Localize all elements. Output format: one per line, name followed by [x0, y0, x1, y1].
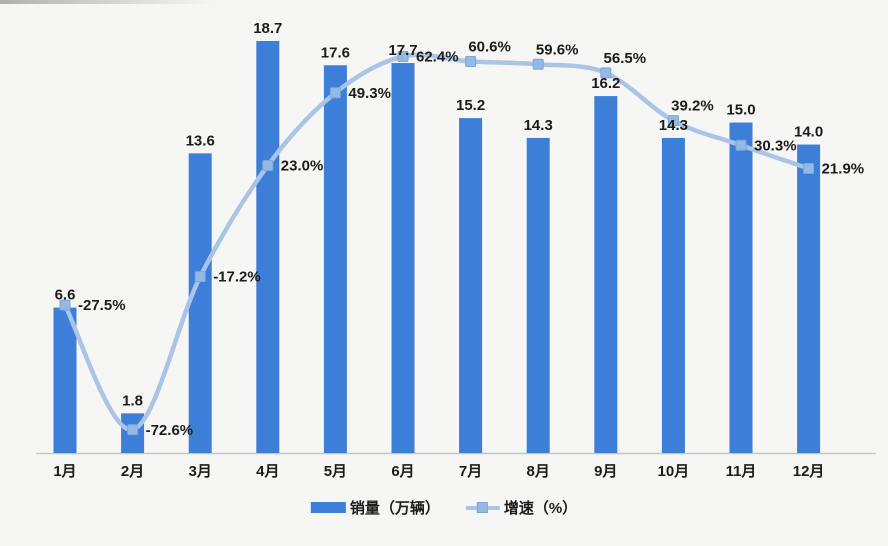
- x-axis-tick-label: 11月: [726, 463, 757, 480]
- growth-value-label: 30.3%: [754, 137, 797, 154]
- bar: [594, 96, 618, 453]
- chart-legend: 销量（万辆） 增速（%）: [310, 497, 578, 518]
- x-axis-tick-label: 7月: [459, 463, 482, 480]
- bar: [391, 63, 415, 453]
- bar: [526, 137, 550, 453]
- line-marker: [329, 87, 341, 99]
- line-marker: [397, 51, 409, 63]
- line-marker: [465, 56, 477, 68]
- x-axis-tick-label: 10月: [658, 463, 690, 480]
- bar: [188, 153, 212, 453]
- bar: [459, 118, 483, 453]
- legend-item-sales: 销量（万辆）: [310, 497, 440, 518]
- bar: [729, 122, 753, 453]
- bar-value-label: 14.0: [794, 124, 823, 141]
- growth-value-label: 56.5%: [604, 50, 647, 67]
- growth-value-label: -17.2%: [213, 269, 261, 286]
- bar: [53, 307, 77, 453]
- growth-value-label: 60.6%: [468, 39, 511, 56]
- growth-value-label: 62.4%: [416, 49, 459, 66]
- bar-value-label: 14.3: [659, 117, 688, 134]
- bar-value-label: 14.3: [524, 117, 553, 134]
- x-axis-tick-label: 3月: [189, 463, 212, 480]
- line-marker: [667, 115, 679, 127]
- bar: [661, 137, 685, 453]
- legend-marker-icon: [476, 502, 488, 513]
- x-axis-tick-label: 1月: [53, 463, 76, 480]
- growth-value-label: -27.5%: [78, 297, 126, 314]
- legend-label-growth: 增速（%）: [503, 500, 578, 517]
- growth-value-label: 21.9%: [822, 161, 865, 178]
- growth-value-label: 49.3%: [348, 85, 391, 102]
- scan-artifact: [0, 0, 215, 4]
- bar-value-label: 1.8: [122, 392, 143, 409]
- growth-value-label: 23.0%: [281, 157, 324, 174]
- bar-value-label: 13.6: [186, 132, 215, 149]
- x-axis-tick-label: 6月: [391, 463, 414, 480]
- line-marker: [59, 299, 71, 311]
- line-marker: [262, 159, 274, 171]
- growth-value-label: 59.6%: [536, 41, 579, 58]
- bar-value-label: 6.6: [55, 287, 76, 304]
- x-axis-tick-label: 8月: [527, 463, 550, 480]
- bar-series-swatch-icon: [310, 502, 346, 513]
- bar-value-label: 17.7: [388, 42, 417, 59]
- legend-item-growth: 增速（%）: [465, 497, 578, 518]
- bar: [797, 144, 821, 453]
- line-marker: [803, 163, 815, 175]
- bar: [256, 41, 280, 453]
- bar-value-label: 15.2: [456, 97, 485, 114]
- x-axis-tick-label: 5月: [324, 463, 347, 480]
- bar-value-label: 18.7: [253, 20, 282, 37]
- x-axis-tick-label: 12月: [793, 463, 825, 480]
- line-marker: [127, 424, 139, 436]
- line-marker: [194, 271, 206, 283]
- bar: [323, 65, 347, 453]
- bar-value-label: 17.6: [321, 44, 350, 61]
- legend-label-sales: 销量（万辆）: [349, 500, 440, 517]
- growth-value-label: -72.6%: [146, 422, 194, 439]
- x-axis-tick-label: 2月: [121, 463, 144, 480]
- growth-value-label: 39.2%: [671, 98, 714, 115]
- line-marker: [600, 67, 612, 79]
- bar-value-label: 16.2: [591, 75, 620, 92]
- line-series-swatch-icon: [465, 502, 500, 513]
- line-marker: [735, 139, 747, 151]
- bar-value-label: 15.0: [726, 102, 755, 119]
- x-axis-tick-label: 9月: [594, 463, 617, 480]
- x-axis-tick-label: 4月: [256, 463, 279, 480]
- line-marker: [532, 58, 544, 70]
